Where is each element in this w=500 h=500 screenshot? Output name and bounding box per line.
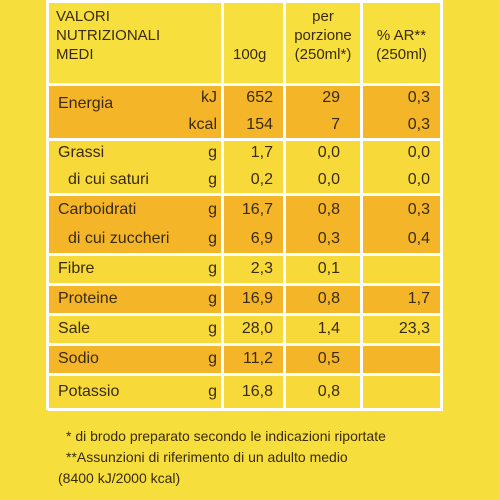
value-100g: 1,7 (250, 144, 273, 161)
value-100g: 16,7 (241, 201, 273, 218)
value-100g: 16,9 (241, 290, 273, 307)
unit: g (208, 260, 217, 277)
row-line (48, 408, 443, 411)
row-bg (48, 85, 443, 138)
value-portion: 29 (322, 89, 340, 106)
header-ar: % AR** (376, 27, 427, 44)
header-bg (48, 0, 443, 84)
header-portion: (250ml*) (294, 46, 352, 63)
header-name: MEDI (56, 46, 94, 63)
value-portion: 0,8 (317, 290, 340, 307)
row-line (48, 0, 443, 3)
col-line (440, 0, 443, 410)
header-name: VALORI (56, 8, 110, 25)
value-ar: 0,3 (407, 201, 430, 218)
row-bg (48, 315, 443, 343)
value-ar: 0,3 (407, 89, 430, 106)
header-portion: porzione (294, 27, 352, 44)
sub-label: di cui zuccheri (68, 229, 170, 247)
row-line (48, 83, 443, 86)
row-bg (48, 140, 443, 193)
row-bg (48, 196, 443, 253)
value-portion: 0,5 (317, 350, 340, 367)
value-ar: 0,0 (407, 170, 430, 188)
value-100g: 0,2 (250, 170, 273, 188)
row-bg (48, 285, 443, 313)
row-bg (48, 375, 443, 408)
unit: kJ (201, 89, 217, 106)
footnote: **Assunzioni di riferimento di un adulto… (66, 449, 348, 465)
row-label: Energia (58, 95, 114, 112)
row-label: Grassi (58, 144, 105, 161)
value-portion: 7 (331, 115, 340, 133)
row-line (48, 283, 443, 286)
value-100g: 2,3 (250, 260, 273, 277)
value-ar: 23,3 (398, 320, 430, 337)
row-bg (48, 255, 443, 283)
value-ar: 1,7 (407, 290, 430, 307)
row-line (48, 193, 443, 196)
unit: g (208, 201, 217, 218)
unit: g (208, 382, 217, 400)
row-bg (48, 345, 443, 373)
value-ar: 0,0 (407, 144, 430, 161)
row-line (48, 343, 443, 346)
unit: g (208, 350, 217, 367)
row-label: Fibre (58, 260, 95, 277)
value-portion: 0,0 (317, 144, 340, 161)
header-name: NUTRIZIONALI (56, 27, 161, 44)
unit: g (208, 170, 217, 188)
value-portion: 0,0 (317, 170, 340, 188)
value-portion: 0,1 (317, 260, 340, 277)
value-ar: 0,3 (407, 115, 430, 133)
unit: g (208, 290, 217, 307)
value-portion: 0,8 (317, 382, 340, 400)
value-ar: 0,4 (407, 229, 430, 247)
row-label: Sodio (58, 350, 99, 367)
unit: g (208, 229, 217, 247)
footnote: * di brodo preparato secondo le indicazi… (66, 428, 386, 444)
col-line (360, 0, 363, 410)
row-label: Potassio (58, 382, 120, 400)
row-line (48, 313, 443, 316)
value-portion: 1,4 (317, 320, 340, 337)
header-portion: per (312, 8, 334, 25)
row-line (48, 138, 443, 141)
row-line (48, 373, 443, 376)
value-100g: 6,9 (250, 229, 273, 247)
unit: kcal (188, 115, 217, 133)
col-line (221, 0, 224, 410)
col-line (46, 0, 49, 410)
footnote: (8400 kJ/2000 kcal) (58, 470, 181, 486)
value-100g: 154 (246, 115, 273, 133)
row-label: Sale (58, 320, 91, 337)
value-100g: 28,0 (241, 320, 273, 337)
value-100g: 652 (246, 89, 273, 106)
row-label: Carboidrati (58, 201, 137, 218)
unit: g (208, 144, 217, 161)
unit: g (208, 320, 217, 337)
value-100g: 16,8 (241, 382, 273, 400)
row-label: Proteine (58, 290, 118, 307)
value-100g: 11,2 (243, 350, 273, 367)
value-portion: 0,8 (317, 201, 340, 218)
sub-label: di cui saturi (68, 170, 149, 188)
header-ar: (250ml) (376, 46, 427, 63)
value-portion: 0,3 (317, 229, 340, 247)
header-100g: 100g (233, 46, 267, 63)
col-line (283, 0, 286, 410)
row-line (48, 253, 443, 256)
